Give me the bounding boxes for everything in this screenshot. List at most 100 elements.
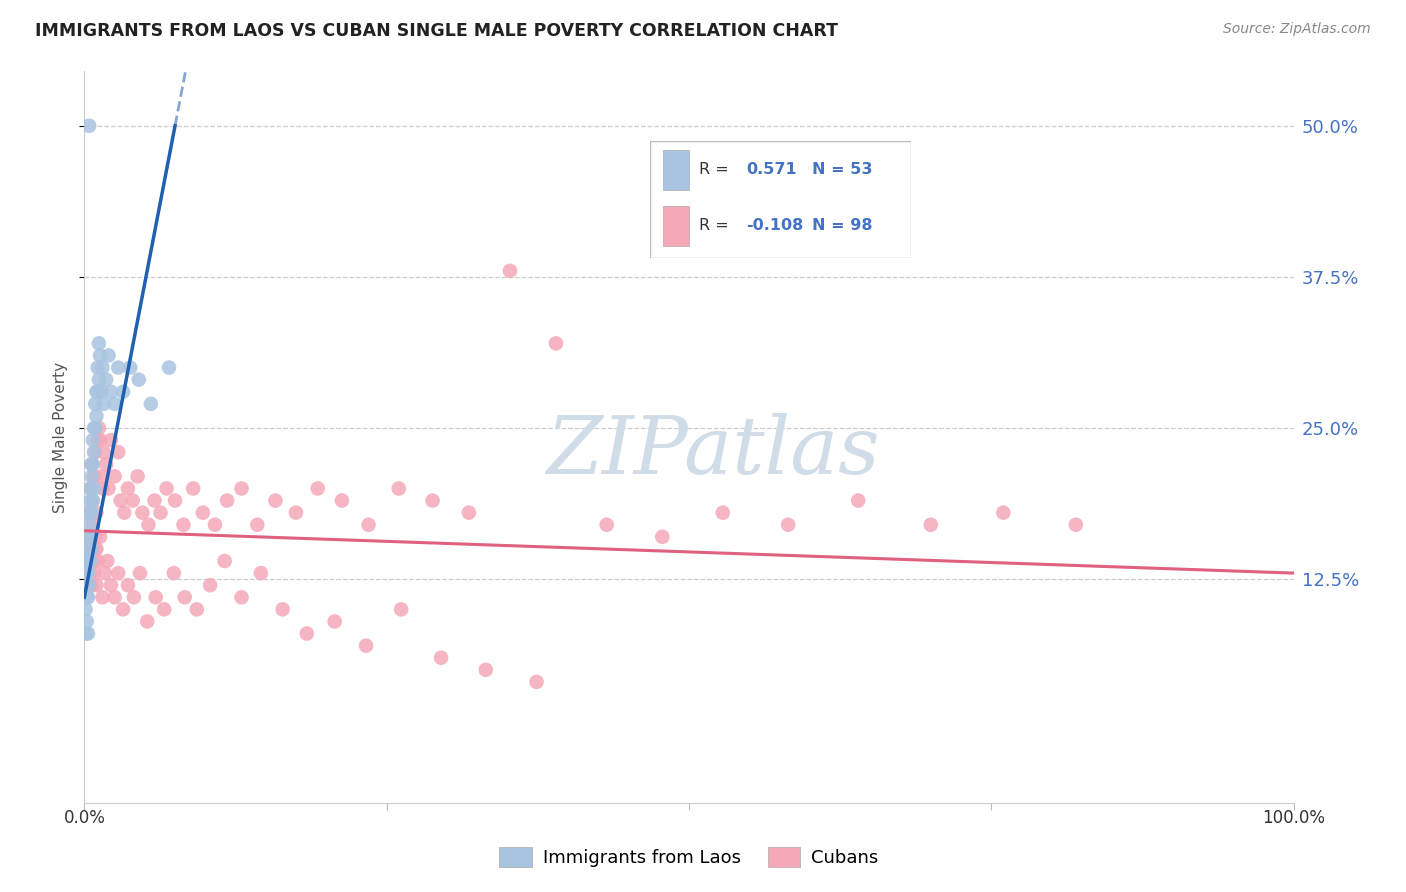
Point (77, 119, 100, 133)
Point (231, 482, 253, 496)
Point (77, 506, 100, 520)
Point (77, 541, 100, 556)
FancyBboxPatch shape (650, 141, 911, 258)
Legend: Immigrants from Laos, Cubans: Immigrants from Laos, Cubans (492, 840, 886, 874)
Point (77, 566, 100, 580)
FancyBboxPatch shape (662, 205, 689, 246)
Point (165, 493, 187, 508)
Point (198, 578, 221, 592)
Point (80, 469, 103, 483)
Point (79, 493, 101, 508)
Point (138, 517, 160, 532)
Point (96, 554, 118, 568)
Point (89, 530, 111, 544)
Point (117, 482, 139, 496)
Point (307, 482, 329, 496)
Point (84, 530, 107, 544)
Point (422, 493, 444, 508)
Point (846, 493, 869, 508)
Point (204, 517, 226, 532)
Point (330, 493, 353, 508)
Point (112, 602, 135, 616)
Point (86, 578, 108, 592)
Point (77, 541, 100, 556)
Point (215, 493, 238, 508)
Point (77, 591, 100, 605)
Point (87, 373, 110, 387)
Text: ZIPatlas: ZIPatlas (547, 413, 880, 491)
Point (457, 506, 479, 520)
Point (246, 517, 269, 532)
FancyBboxPatch shape (662, 150, 689, 190)
Text: 0.0%: 0.0% (63, 809, 105, 827)
Point (80, 541, 103, 556)
Point (139, 397, 162, 411)
Point (93, 445, 115, 459)
Point (86, 360, 108, 375)
Point (83, 421, 105, 435)
Text: R =: R = (699, 218, 734, 233)
Point (323, 615, 346, 629)
Point (89, 433, 111, 447)
Point (475, 663, 498, 677)
Point (84, 445, 107, 459)
Point (83, 445, 105, 459)
Point (354, 639, 377, 653)
Point (778, 517, 800, 532)
Point (136, 615, 159, 629)
Point (163, 566, 186, 580)
Point (80, 578, 103, 592)
Point (82, 493, 104, 508)
Point (76, 566, 98, 580)
Point (79, 482, 101, 496)
Text: 0.571: 0.571 (747, 162, 797, 177)
Point (91, 591, 114, 605)
Point (86, 433, 108, 447)
Point (596, 517, 619, 532)
Point (173, 517, 195, 532)
Point (86, 409, 108, 423)
Point (153, 602, 176, 616)
Point (77, 530, 100, 544)
Point (127, 469, 149, 483)
Point (82, 554, 104, 568)
Point (191, 506, 214, 520)
Point (79, 530, 101, 544)
Point (75, 602, 97, 616)
Point (711, 506, 734, 520)
Point (526, 674, 548, 689)
Point (120, 360, 142, 375)
Point (86, 506, 108, 520)
Point (94, 373, 117, 387)
Point (79, 566, 101, 580)
Point (83, 482, 105, 496)
Point (83, 469, 105, 483)
Point (155, 482, 177, 496)
Point (82, 493, 104, 508)
Point (430, 650, 453, 665)
Point (77, 517, 100, 532)
Point (1064, 517, 1087, 532)
Point (75, 626, 97, 640)
Point (157, 360, 180, 375)
Point (264, 493, 287, 508)
Y-axis label: Single Male Poverty: Single Male Poverty (53, 361, 69, 513)
Point (128, 373, 150, 387)
Point (100, 433, 122, 447)
Point (91, 360, 114, 375)
Point (82, 457, 104, 471)
Point (186, 602, 208, 616)
Point (131, 506, 153, 520)
Point (86, 541, 108, 556)
Point (82, 433, 104, 447)
Point (107, 445, 129, 459)
Text: Source: ZipAtlas.com: Source: ZipAtlas.com (1223, 22, 1371, 37)
Point (91, 482, 114, 496)
Point (104, 397, 127, 411)
Point (77, 506, 100, 520)
Point (129, 566, 152, 580)
Point (145, 591, 167, 605)
Point (295, 626, 318, 640)
Point (82, 517, 104, 532)
Point (100, 384, 122, 399)
